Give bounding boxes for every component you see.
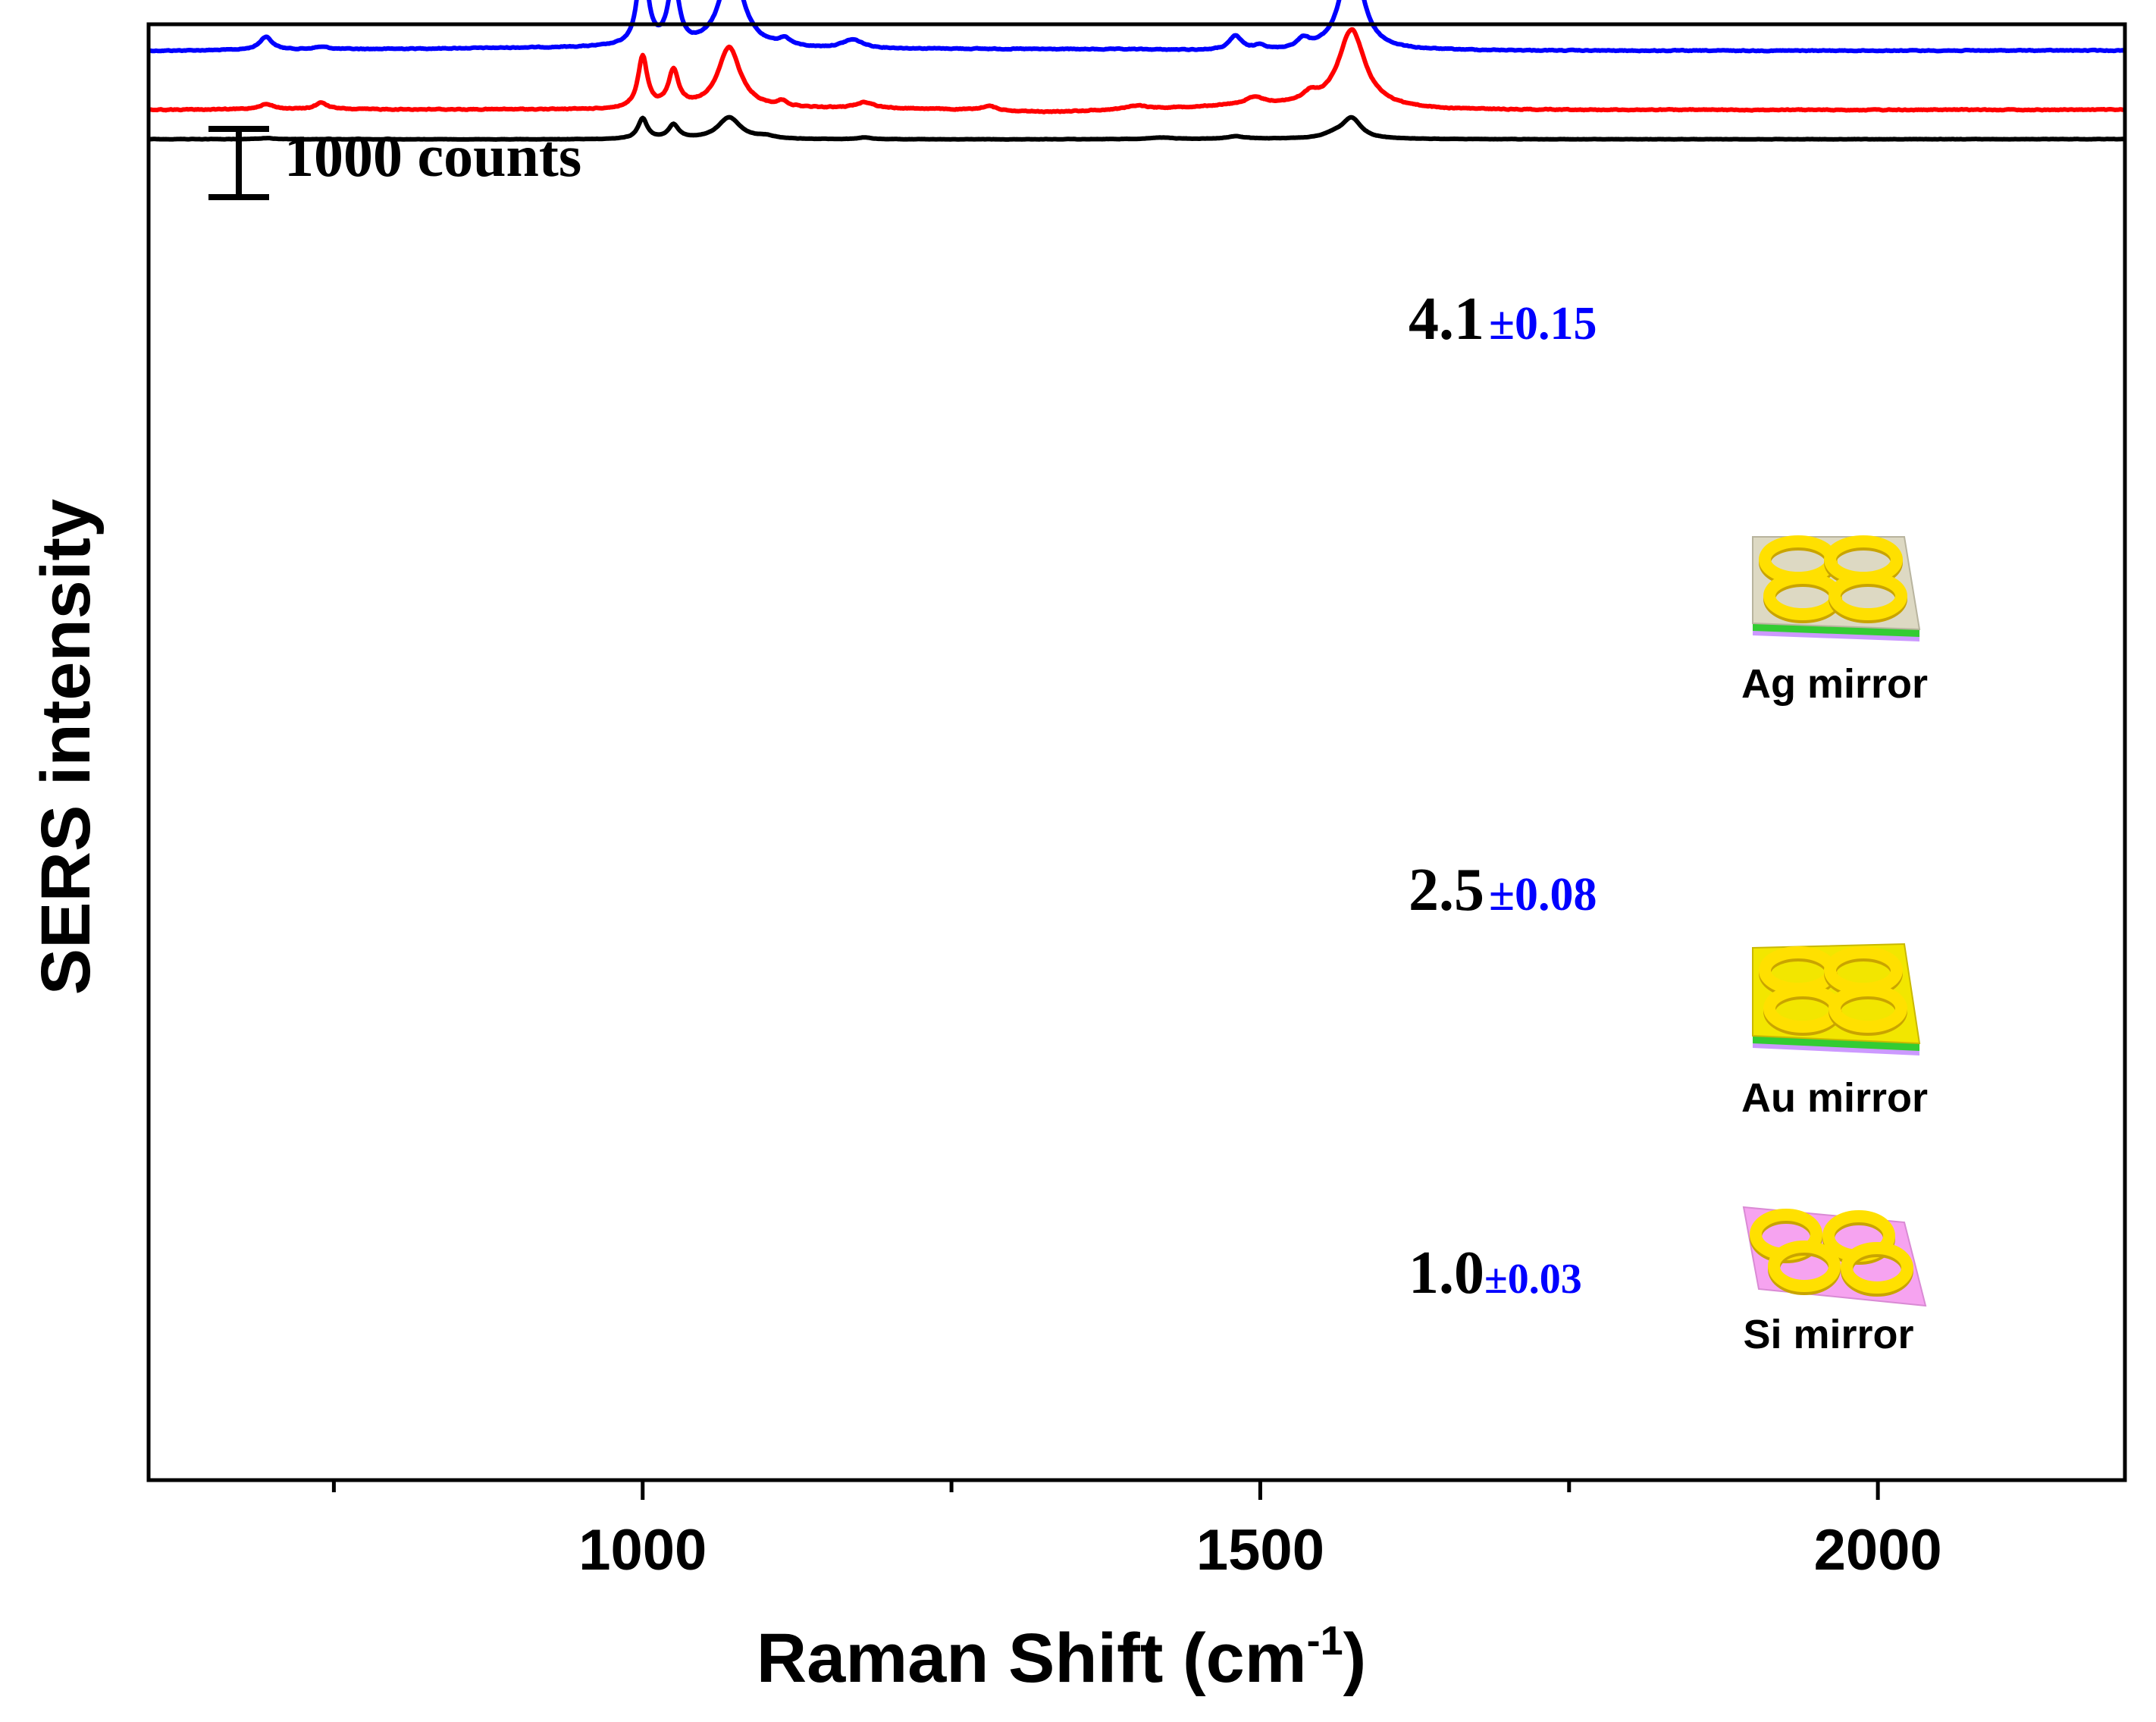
annotation-si-value: 1.0 bbox=[1409, 1240, 1484, 1306]
annotation-ag: 4.1±0.15 bbox=[1409, 286, 1597, 353]
ag-mirror-label: Ag mirror bbox=[1741, 661, 1928, 707]
x-axis-title: Raman Shift (cm-1) bbox=[757, 1618, 1367, 1697]
x-tick-label: 2000 bbox=[1814, 1518, 1942, 1582]
plot-frame bbox=[146, 22, 2127, 1482]
series-ag-mirror-line bbox=[147, 0, 2126, 54]
annotation-ag-error: ±0.15 bbox=[1489, 298, 1597, 350]
x-axis-title-superscript: -1 bbox=[1307, 1618, 1343, 1664]
annotation-au: 2.5±0.08 bbox=[1409, 857, 1597, 924]
x-axis-ticks bbox=[331, 1480, 1880, 1500]
annotation-au-value: 2.5 bbox=[1409, 857, 1484, 924]
au-gold-rings bbox=[1759, 946, 1907, 1036]
si-mirror-illustration bbox=[1742, 1206, 1927, 1307]
ag-mirror-illustration bbox=[1752, 535, 1921, 641]
series-au-mirror-line bbox=[147, 27, 2126, 114]
au-mirror-illustration bbox=[1752, 943, 1921, 1055]
x-tick-label: 1000 bbox=[578, 1518, 707, 1582]
scale-bar bbox=[208, 126, 269, 200]
x-axis-title-text: Raman Shift (cm bbox=[757, 1620, 1307, 1697]
au-layer-green bbox=[1753, 1036, 1919, 1051]
x-axis-title-close: ) bbox=[1343, 1620, 1367, 1697]
y-axis-title: SERS intensity bbox=[27, 499, 105, 995]
annotation-si-error: ±0.03 bbox=[1484, 1256, 1582, 1303]
series-si-mirror-line bbox=[147, 114, 2126, 142]
annotation-ag-value: 4.1 bbox=[1409, 286, 1484, 353]
x-tick-label: 1500 bbox=[1196, 1518, 1324, 1582]
annotation-si: 1.0±0.03 bbox=[1409, 1240, 1582, 1306]
si-mirror-label: Si mirror bbox=[1743, 1312, 1913, 1357]
si-gold-rings bbox=[1750, 1209, 1913, 1297]
ag-layer-green bbox=[1753, 623, 1919, 637]
au-mirror-label: Au mirror bbox=[1741, 1075, 1928, 1121]
scale-bar-label: 1000 counts bbox=[284, 123, 581, 189]
au-substrate bbox=[1752, 943, 1921, 1045]
annotation-au-error: ±0.08 bbox=[1489, 869, 1597, 921]
ag-gold-rings bbox=[1759, 535, 1907, 623]
